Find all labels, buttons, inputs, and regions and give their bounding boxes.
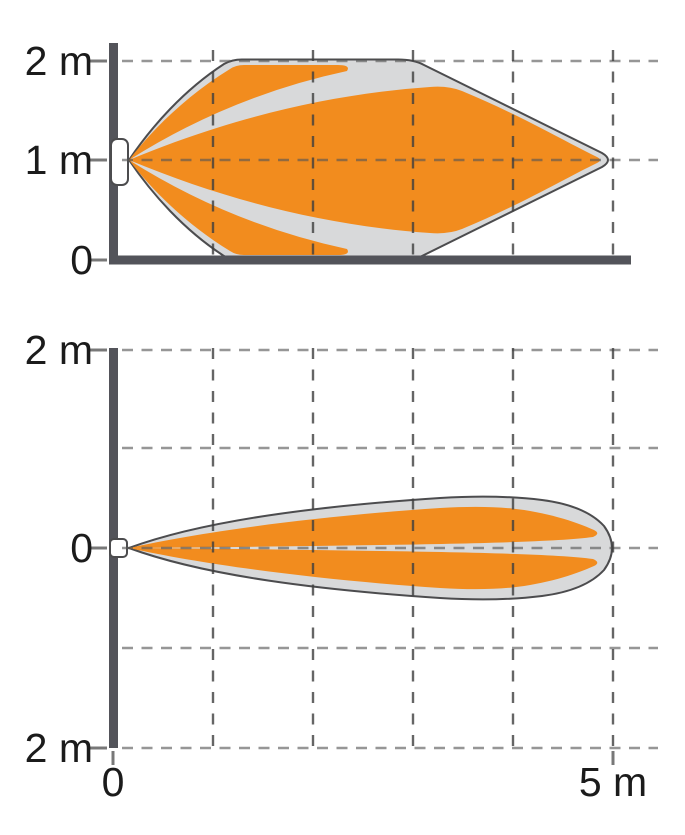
floor xyxy=(109,255,631,265)
top-gridlines xyxy=(90,348,658,765)
top-lobe-lower xyxy=(129,548,598,590)
side-gridlines xyxy=(90,50,658,262)
x-axis-label-5m: 5 m xyxy=(579,759,647,805)
side-y-label-0: 0 xyxy=(70,237,93,283)
side-view-chart: 2 m 1 m 0 xyxy=(25,38,658,283)
motion-sensor-side xyxy=(110,138,129,186)
side-beam-lower xyxy=(129,160,348,255)
top-y-label-2m-right: 2 m xyxy=(25,725,93,771)
side-beam-upper xyxy=(129,65,348,160)
top-y-label-2m-left: 2 m xyxy=(25,327,93,373)
top-y-label-0: 0 xyxy=(70,525,93,571)
top-view-chart: 2 m 0 2 m 0 5 m xyxy=(25,327,658,805)
top-lobe-upper xyxy=(129,506,598,548)
side-y-label-2m: 2 m xyxy=(25,38,93,84)
x-axis-label-0: 0 xyxy=(102,759,125,805)
side-y-label-1m: 1 m xyxy=(25,137,93,183)
